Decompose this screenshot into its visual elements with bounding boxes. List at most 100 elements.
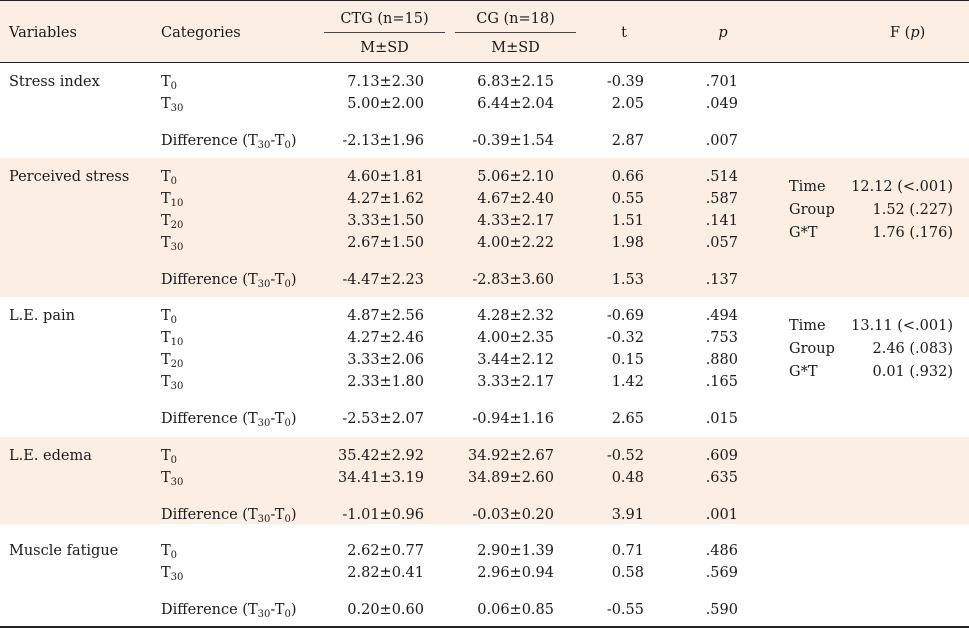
t-value: -0.69 xyxy=(606,308,644,324)
category-label: T0 xyxy=(161,543,178,561)
f-effect-label: G*T xyxy=(789,225,818,241)
p-value: .635 xyxy=(705,470,738,486)
ctg-value: 34.41±3.19 xyxy=(338,470,424,486)
t-value: -0.39 xyxy=(606,74,644,90)
header-variables: Variables xyxy=(9,25,77,41)
variable-label: Stress index xyxy=(9,74,100,90)
t-value: 1.51 xyxy=(611,213,644,229)
ctg-value: 2.67±1.50 xyxy=(347,235,424,251)
f-value: 1.52 (.227) xyxy=(872,202,954,218)
difference-label: Difference (T30-T0) xyxy=(161,411,297,429)
cg-value: 3.33±2.17 xyxy=(477,374,554,390)
header-ctg-msd: M±SD xyxy=(360,40,409,56)
p-value: .049 xyxy=(705,96,738,112)
ctg-difference: -4.47±2.23 xyxy=(342,272,424,288)
t-value: 1.42 xyxy=(611,374,644,390)
f-effect-label: G*T xyxy=(789,364,818,380)
ctg-difference: -2.53±2.07 xyxy=(342,411,424,427)
header-ctg: CTG (n=15) xyxy=(340,11,429,27)
category-label: T10 xyxy=(161,191,184,209)
p-value: .587 xyxy=(705,191,738,207)
p-value: .514 xyxy=(705,169,738,185)
variable-label: Muscle fatigue xyxy=(9,543,119,559)
category-label: T20 xyxy=(161,213,184,231)
cg-difference: -2.83±3.60 xyxy=(472,272,554,288)
header-cg: CG (n=18) xyxy=(476,11,555,27)
category-label: T30 xyxy=(161,374,184,392)
t-value: -0.32 xyxy=(606,330,644,346)
difference-label: Difference (T30-T0) xyxy=(161,602,297,620)
f-effect-label: Group xyxy=(789,341,835,357)
p-value: .141 xyxy=(705,213,738,229)
row-shading xyxy=(0,158,969,297)
cg-value: 4.00±2.22 xyxy=(477,235,554,251)
f-value: 13.11 (<.001) xyxy=(851,318,953,334)
variable-label: L.E. pain xyxy=(9,308,75,324)
p-difference: .015 xyxy=(705,411,738,427)
p-value: .165 xyxy=(705,374,738,390)
category-label: T0 xyxy=(161,308,178,326)
difference-label: Difference (T30-T0) xyxy=(161,272,297,290)
p-value: .701 xyxy=(705,74,738,90)
bottom-rule xyxy=(0,626,969,628)
cg-difference: 0.06±0.85 xyxy=(477,602,554,618)
ctg-difference: 0.20±0.60 xyxy=(347,602,424,618)
cg-value: 4.00±2.35 xyxy=(477,330,554,346)
ctg-value: 3.33±1.50 xyxy=(347,213,424,229)
category-label: T30 xyxy=(161,470,184,488)
f-effect-label: Time xyxy=(789,318,826,334)
p-value: .486 xyxy=(705,543,738,559)
cg-divider xyxy=(455,32,576,33)
category-label: T0 xyxy=(161,74,178,92)
t-value: 0.48 xyxy=(611,470,644,486)
header-f: F (p) xyxy=(890,25,926,41)
ctg-divider xyxy=(324,32,445,33)
t-difference: -0.55 xyxy=(606,602,644,618)
cg-difference: -0.39±1.54 xyxy=(472,133,554,149)
t-value: 0.66 xyxy=(611,169,644,185)
p-value: .753 xyxy=(705,330,738,346)
cg-value: 5.06±2.10 xyxy=(477,169,554,185)
category-label: T30 xyxy=(161,96,184,114)
p-value: .609 xyxy=(705,448,738,464)
p-difference: .001 xyxy=(705,507,738,523)
t-value: -0.52 xyxy=(606,448,644,464)
table-header: Variables Categories CTG (n=15) CG (n=18… xyxy=(0,0,969,63)
cg-value: 4.67±2.40 xyxy=(477,191,554,207)
variable-label: Perceived stress xyxy=(9,169,130,185)
ctg-value: 4.60±1.81 xyxy=(347,169,424,185)
header-cg-msd: M±SD xyxy=(491,40,540,56)
f-value: 2.46 (.083) xyxy=(872,341,954,357)
p-difference: .007 xyxy=(705,133,738,149)
ctg-value: 4.27±2.46 xyxy=(347,330,424,346)
cg-value: 2.90±1.39 xyxy=(477,543,554,559)
t-difference: 2.87 xyxy=(611,133,644,149)
cg-value: 3.44±2.12 xyxy=(477,352,554,368)
p-value: .880 xyxy=(705,352,738,368)
cg-value: 2.96±0.94 xyxy=(477,565,554,581)
variable-label: L.E. edema xyxy=(9,448,92,464)
t-value: 0.55 xyxy=(611,191,644,207)
ctg-value: 4.27±1.62 xyxy=(347,191,424,207)
t-difference: 3.91 xyxy=(611,507,644,523)
category-label: T30 xyxy=(161,565,184,583)
f-value: 12.12 (<.001) xyxy=(851,179,953,195)
cg-value: 34.92±2.67 xyxy=(468,448,554,464)
p-value: .057 xyxy=(705,235,738,251)
ctg-value: 7.13±2.30 xyxy=(347,74,424,90)
cg-value: 6.44±2.04 xyxy=(477,96,554,112)
category-label: T0 xyxy=(161,448,178,466)
t-difference: 1.53 xyxy=(611,272,644,288)
cg-difference: -0.03±0.20 xyxy=(472,507,554,523)
t-value: 2.05 xyxy=(611,96,644,112)
t-value: 1.98 xyxy=(611,235,644,251)
ctg-value: 35.42±2.92 xyxy=(338,448,424,464)
t-value: 0.71 xyxy=(611,543,644,559)
f-effect-label: Time xyxy=(789,179,826,195)
header-p: p xyxy=(718,25,728,41)
ctg-value: 3.33±2.06 xyxy=(347,352,424,368)
f-value: 1.76 (.176) xyxy=(872,225,954,241)
cg-value: 4.28±2.32 xyxy=(477,308,554,324)
header-t: t xyxy=(621,25,627,41)
